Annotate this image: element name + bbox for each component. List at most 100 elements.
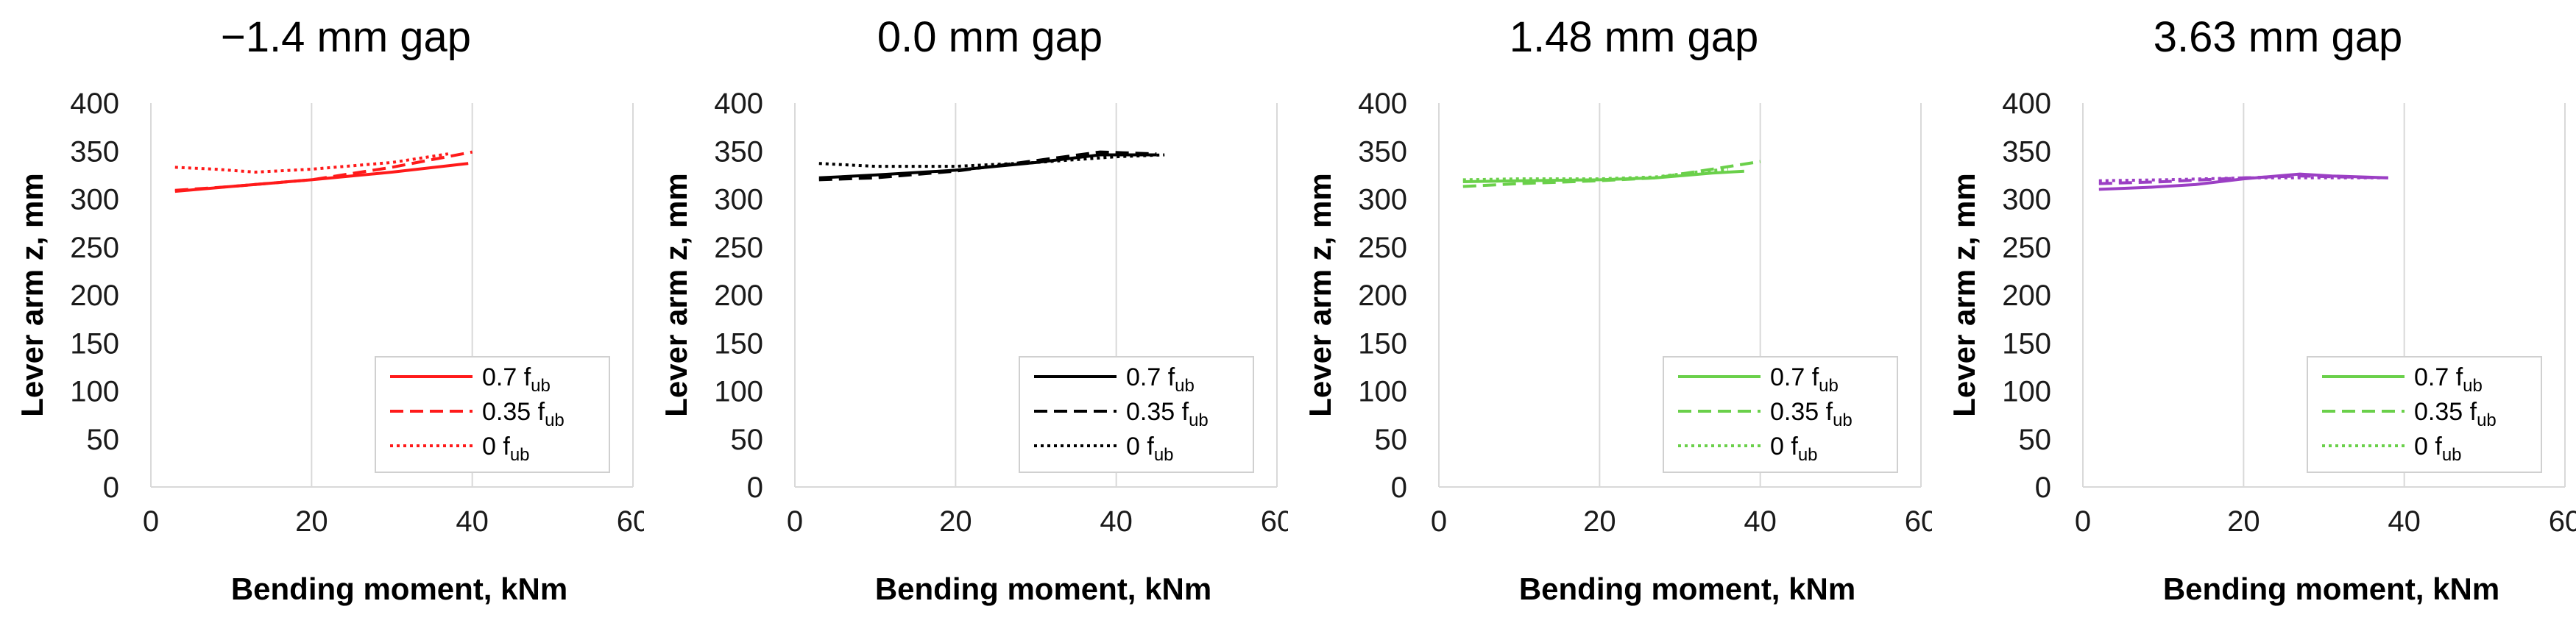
y-tick-label: 300 — [714, 184, 763, 216]
x-tick-label: 40 — [1744, 505, 1777, 538]
y-tick-label: 200 — [714, 280, 763, 312]
y-tick-label: 250 — [714, 232, 763, 264]
x-axis-label: Bending moment, kNm — [231, 572, 567, 606]
y-tick-label: 100 — [70, 376, 119, 408]
x-tick-label: 20 — [295, 505, 328, 538]
series-line — [1462, 160, 1761, 188]
y-tick-label: 250 — [2002, 232, 2051, 264]
y-tick-label: 100 — [2002, 376, 2051, 408]
legend-label: 0.35 fub — [482, 398, 565, 430]
y-axis-label: Lever arm z, mm — [1947, 173, 1981, 417]
chart-title: 1.48 mm gap — [1510, 13, 1759, 61]
chart-panel-2: 0.0 mm gap 0 50 100 150 200 250 300 350 400 0 20 40 6… — [644, 0, 1288, 626]
chart-panel-3: 1.48 mm gap 0 50 100 150 200 250 300 350 400 0 20 40… — [1288, 0, 1932, 626]
x-tick-label: 60 — [1261, 505, 1288, 538]
legend-label: 0.7 fub — [482, 363, 551, 396]
legend-label: 0.7 fub — [1126, 363, 1195, 396]
x-tick-label: 40 — [1100, 505, 1133, 538]
y-tick-label: 250 — [1358, 232, 1407, 264]
legend-label: 0 fub — [1126, 433, 1174, 465]
y-tick-label: 0 — [2035, 472, 2051, 504]
y-tick-label: 50 — [2019, 424, 2052, 456]
legend-label: 0.7 fub — [1770, 363, 1839, 396]
series-line — [2098, 176, 2380, 182]
series-line — [1462, 168, 1729, 182]
y-tick-label: 0 — [1391, 472, 1407, 504]
y-tick-label: 400 — [2002, 88, 2051, 120]
y-tick-label: 150 — [1358, 327, 1407, 360]
y-tick-label: 400 — [714, 88, 763, 120]
y-tick-label: 0 — [747, 472, 763, 504]
y-tick-label: 350 — [1358, 135, 1407, 168]
y-tick-label: 150 — [2002, 327, 2051, 360]
x-axis-label: Bending moment, kNm — [2163, 572, 2499, 606]
chart-title: 0.0 mm gap — [877, 13, 1103, 61]
y-tick-label: 350 — [714, 135, 763, 168]
x-axis-label: Bending moment, kNm — [875, 572, 1211, 606]
chart-panel-4: 3.63 mm gap 0 50 100 150 200 250 300 350 400 0 20 40… — [1932, 0, 2576, 626]
chart-svg: −1.4 mm gap 0 50 100 150 200 250 300 350 400 0 20 40… — [15, 13, 644, 606]
x-tick-label: 0 — [1431, 505, 1447, 538]
x-tick-label: 40 — [2388, 505, 2421, 538]
chart-svg: 1.48 mm gap 0 50 100 150 200 250 300 350 400 0 20 40… — [1303, 13, 1932, 606]
x-tick-label: 60 — [2549, 505, 2576, 538]
y-axis-label: Lever arm z, mm — [15, 173, 49, 417]
x-tick-label: 0 — [2075, 505, 2091, 538]
series-line — [174, 162, 469, 193]
legend-label: 0 fub — [482, 433, 530, 465]
y-tick-label: 150 — [70, 327, 119, 360]
x-tick-label: 60 — [1905, 505, 1932, 538]
legend-label: 0.35 fub — [1770, 398, 1853, 430]
series-line — [818, 153, 1165, 168]
y-tick-label: 100 — [714, 376, 763, 408]
y-tick-label: 300 — [2002, 184, 2051, 216]
legend-label: 0.35 fub — [2414, 398, 2497, 430]
chart-svg: 3.63 mm gap 0 50 100 150 200 250 300 350 400 0 20 40… — [1947, 13, 2576, 606]
chart-svg: 0.0 mm gap 0 50 100 150 200 250 300 350 400 0 20 40 6… — [659, 13, 1288, 606]
y-tick-label: 200 — [1358, 280, 1407, 312]
legend-label: 0 fub — [1770, 433, 1818, 465]
legend-label: 0.7 fub — [2414, 363, 2483, 396]
series-line — [818, 150, 1157, 182]
x-tick-label: 0 — [143, 505, 159, 538]
y-tick-label: 400 — [1358, 88, 1407, 120]
y-tick-label: 300 — [1358, 184, 1407, 216]
y-tick-label: 50 — [1375, 424, 1408, 456]
legend-box — [375, 356, 610, 473]
chart-panel-1: −1.4 mm gap 0 50 100 150 200 250 300 350 400 0 20 40… — [0, 0, 644, 626]
y-axis-label: Lever arm z, mm — [1303, 173, 1337, 417]
y-tick-label: 350 — [70, 135, 119, 168]
y-tick-label: 300 — [70, 184, 119, 216]
x-tick-label: 60 — [617, 505, 644, 538]
y-tick-label: 200 — [70, 280, 119, 312]
y-tick-label: 0 — [103, 472, 119, 504]
legend-label: 0.35 fub — [1126, 398, 1209, 430]
y-tick-label: 50 — [87, 424, 120, 456]
x-axis-label: Bending moment, kNm — [1519, 572, 1855, 606]
y-tick-label: 200 — [2002, 280, 2051, 312]
series-line — [818, 153, 1157, 179]
y-axis-label: Lever arm z, mm — [659, 173, 693, 417]
series-line — [2098, 174, 2388, 185]
legend-box — [1663, 356, 1898, 473]
y-tick-label: 150 — [714, 327, 763, 360]
y-tick-label: 250 — [70, 232, 119, 264]
y-tick-label: 350 — [2002, 135, 2051, 168]
x-tick-label: 20 — [1583, 505, 1616, 538]
legend-label: 0 fub — [2414, 433, 2462, 465]
x-tick-label: 20 — [2227, 505, 2260, 538]
x-tick-label: 0 — [787, 505, 803, 538]
chart-title: −1.4 mm gap — [221, 13, 471, 61]
y-tick-label: 50 — [731, 424, 764, 456]
x-tick-label: 20 — [939, 505, 972, 538]
series-line — [174, 150, 473, 192]
x-tick-label: 40 — [456, 505, 489, 538]
chart-title: 3.63 mm gap — [2154, 13, 2403, 61]
y-tick-label: 400 — [70, 88, 119, 120]
series-line — [174, 152, 449, 174]
